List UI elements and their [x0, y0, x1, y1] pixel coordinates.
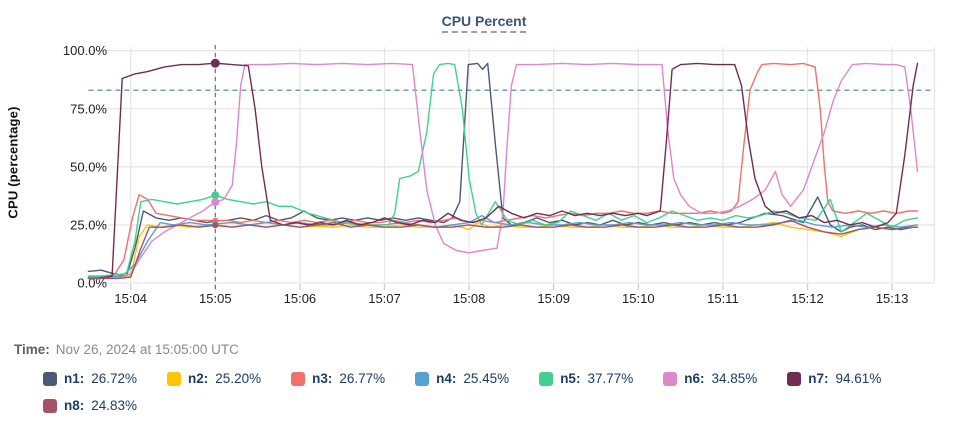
legend-item-n2[interactable]: n2: 25.20%	[167, 371, 261, 386]
legend-series-label: n6:	[684, 371, 705, 386]
legend-series-value: 94.61%	[835, 371, 882, 386]
legend-item-n8[interactable]: n8: 24.83%	[43, 398, 137, 413]
series-line-n3	[87, 62, 919, 280]
legend-item-n1[interactable]: n1: 26.72%	[43, 371, 137, 386]
x-tick-label: 15:05	[199, 291, 232, 306]
y-tick-label: 25.0%	[70, 217, 107, 232]
legend-swatch-icon	[167, 371, 182, 386]
series-line-n6	[87, 62, 919, 280]
legend-series-value: 26.77%	[339, 371, 386, 386]
legend-item-n6[interactable]: n6: 34.85%	[663, 371, 757, 386]
legend-swatch-icon	[415, 371, 430, 386]
legend-item-n3[interactable]: n3: 26.77%	[291, 371, 385, 386]
legend-series-value: 34.85%	[711, 371, 758, 386]
plot-area[interactable]: 0.0% 25.0% 50.0% 75.0% 100.0% 15:04 15:05 15:06…	[0, 0, 968, 312]
legend-series-value: 37.77%	[587, 371, 634, 386]
legend-series-label: n7:	[808, 371, 829, 386]
series-line-n1	[87, 62, 919, 277]
series-line-n7	[87, 62, 919, 280]
legend-series-label: n8:	[64, 398, 85, 413]
legend-item-n4[interactable]: n4: 25.45%	[415, 371, 509, 386]
legend-row-1: n1: 26.72% n2: 25.20% n3: 26.77% n4: 25.45% n5: 3…	[43, 371, 968, 386]
chart-title-text[interactable]: CPU Percent	[441, 13, 527, 33]
legend-series-label: n5:	[560, 371, 581, 386]
time-value: Nov 26, 2024 at 15:05:00 UTC	[55, 342, 239, 357]
crosshair-dot-n8	[212, 222, 219, 229]
legend-series-value: 25.20%	[215, 371, 262, 386]
legend-series-value: 24.83%	[91, 398, 138, 413]
time-label: Time:	[14, 342, 50, 357]
series-line-n8	[87, 219, 919, 280]
x-tick-label: 15:04	[114, 291, 147, 306]
y-tick-label: 75.0%	[70, 101, 107, 116]
crosshair-time-readout: Time: Nov 26, 2024 at 15:05:00 UTC	[14, 342, 968, 357]
legend-series-value: 26.72%	[91, 371, 138, 386]
legend-series-label: n2:	[188, 371, 209, 386]
legend-row-2: n8: 24.83%	[43, 398, 968, 413]
legend-series-label: n1:	[64, 371, 85, 386]
y-tick-label: 0.0%	[77, 276, 107, 291]
series-line-n2	[87, 221, 919, 280]
legend-item-n7[interactable]: n7: 94.61%	[787, 371, 881, 386]
cpu-percent-chart: CPU Percent CPU (percentage) 0.0% 25.0% 50…	[0, 0, 968, 312]
legend-swatch-icon	[291, 371, 306, 386]
crosshair-dot-n5	[211, 191, 220, 200]
x-tick-label: 15:11	[707, 291, 739, 306]
x-tick-label: 15:09	[537, 291, 570, 306]
legend-swatch-icon	[787, 371, 802, 386]
legend-series-value: 25.45%	[463, 371, 510, 386]
legend-series-label: n4:	[436, 371, 457, 386]
x-tick-label: 15:10	[622, 291, 655, 306]
legend-series-label: n3:	[312, 371, 333, 386]
x-tick-label: 15:12	[791, 291, 824, 306]
legend-item-n5[interactable]: n5: 37.77%	[539, 371, 633, 386]
legend-swatch-icon	[43, 371, 57, 386]
y-tick-label: 50.0%	[70, 159, 107, 174]
series-line-n5	[87, 62, 919, 277]
y-tick-label: 100.0%	[63, 43, 108, 58]
legend-swatch-icon	[43, 398, 57, 413]
chart-title: CPU Percent	[0, 13, 968, 33]
x-tick-label: 15:13	[876, 291, 909, 306]
x-tick-label: 15:08	[453, 291, 486, 306]
legend-swatch-icon	[663, 371, 678, 386]
x-tick-label: 15:07	[368, 291, 401, 306]
crosshair-dot-n6	[211, 198, 220, 207]
x-tick-label: 15:06	[284, 291, 317, 306]
legend-swatch-icon	[539, 371, 554, 386]
series-line-n4	[87, 214, 919, 278]
crosshair-dot-n7	[210, 58, 220, 68]
